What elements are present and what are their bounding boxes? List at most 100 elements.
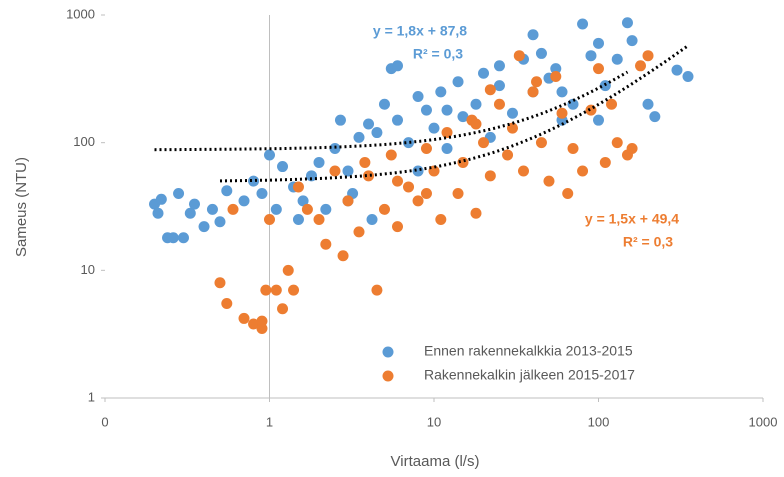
point — [420, 187, 432, 199]
point — [320, 238, 332, 250]
point — [420, 104, 432, 116]
point — [342, 165, 354, 177]
point — [248, 318, 260, 330]
point — [392, 221, 404, 233]
point — [292, 181, 304, 193]
point — [428, 122, 440, 134]
point — [611, 137, 623, 149]
point — [484, 170, 496, 182]
point — [611, 53, 623, 65]
point — [313, 156, 325, 168]
point — [527, 29, 539, 41]
point — [403, 137, 415, 149]
y-axis-label: Sameus (NTU) — [13, 157, 30, 257]
point — [378, 203, 390, 215]
point — [412, 165, 424, 177]
point — [599, 156, 611, 168]
trendline-r2: R² = 0,3 — [623, 234, 673, 250]
point — [457, 111, 469, 123]
y-tick-label: 1000 — [66, 6, 95, 21]
x-tick-label: 1 — [266, 414, 273, 429]
point — [535, 137, 547, 149]
point — [502, 149, 514, 161]
point — [238, 312, 250, 324]
point — [452, 187, 464, 199]
point — [329, 165, 341, 177]
point — [392, 114, 404, 126]
point — [227, 203, 239, 215]
point — [221, 297, 233, 309]
point — [626, 143, 638, 155]
point — [155, 193, 167, 205]
point — [550, 70, 562, 82]
point — [585, 50, 597, 62]
point — [470, 98, 482, 110]
point — [556, 107, 568, 119]
point — [435, 86, 447, 98]
point — [292, 214, 304, 226]
point — [353, 226, 365, 238]
point — [585, 104, 597, 116]
point — [264, 149, 275, 161]
point — [248, 175, 260, 187]
point — [513, 50, 525, 62]
point — [173, 187, 185, 199]
legend-label: Rakennekalkin jälkeen 2015-2017 — [424, 367, 635, 383]
x-tick-label: 100 — [588, 414, 610, 429]
point — [517, 165, 529, 177]
point — [649, 111, 661, 123]
point — [642, 98, 654, 110]
point — [297, 195, 309, 207]
point — [353, 131, 365, 143]
point — [337, 250, 349, 262]
point — [470, 207, 482, 219]
point — [392, 175, 404, 187]
point — [634, 60, 646, 72]
point — [403, 181, 415, 193]
point — [682, 70, 694, 82]
point — [543, 175, 555, 187]
point — [531, 76, 543, 88]
point — [441, 143, 453, 155]
legend-marker — [382, 346, 394, 358]
point — [484, 84, 496, 96]
point — [198, 221, 210, 233]
point — [256, 315, 268, 327]
point — [214, 216, 226, 228]
point — [556, 86, 568, 98]
point — [593, 37, 604, 49]
point — [334, 114, 346, 126]
point — [527, 86, 539, 98]
point — [435, 214, 447, 226]
point — [606, 98, 618, 110]
point — [378, 98, 390, 110]
point — [392, 60, 404, 72]
trendline — [154, 70, 629, 152]
point — [221, 185, 233, 197]
point — [313, 214, 325, 226]
point — [371, 284, 383, 296]
point — [493, 98, 505, 110]
point — [593, 114, 604, 126]
point — [550, 63, 562, 75]
point — [593, 63, 604, 75]
point — [359, 156, 371, 168]
trendline-r2: R² = 0,3 — [413, 46, 463, 62]
point — [177, 232, 189, 244]
point — [305, 170, 317, 182]
x-tick-label: 0 — [101, 414, 108, 429]
point — [288, 284, 300, 296]
point — [167, 232, 179, 244]
x-axis-label: Virtaama (l/s) — [391, 453, 480, 470]
point — [535, 47, 547, 59]
point — [206, 203, 218, 215]
point — [184, 207, 196, 219]
point — [567, 143, 579, 155]
point — [441, 104, 453, 116]
point — [260, 284, 272, 296]
point — [277, 161, 289, 173]
point — [188, 198, 200, 210]
point — [320, 203, 332, 215]
trendline — [219, 44, 689, 183]
